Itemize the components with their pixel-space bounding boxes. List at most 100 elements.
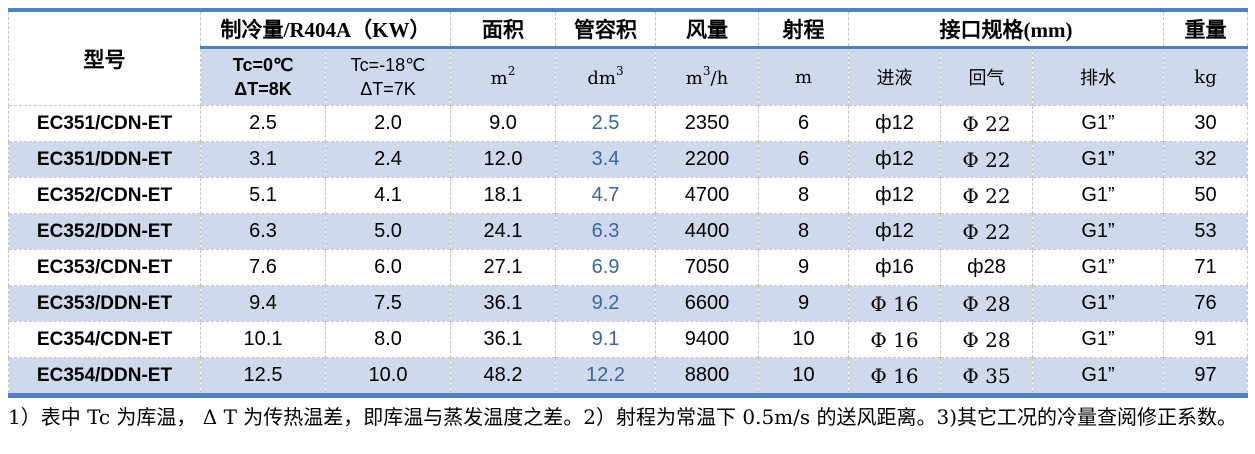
cell-liquid-in: Φ 16 xyxy=(848,285,941,322)
cell-area: 24.1 xyxy=(450,213,556,250)
header-row-2: Tc=0℃ ΔT=8K Tc=-18℃ ΔT=7K m2 dm3 m3/h m … xyxy=(9,46,1248,106)
table-row: EC353/DDN-ET 9.4 7.5 36.1 9.2 6600 9 Φ 1… xyxy=(8,285,1248,322)
cell-weight: 97 xyxy=(1163,357,1248,396)
cell-model: EC352/CDN-ET xyxy=(8,177,201,214)
cell-tube-volume: 6.3 xyxy=(555,213,656,250)
cell-model: EC352/DDN-ET xyxy=(8,213,201,250)
spec-table: 型号 制冷量/R404A（KW） 面积 管容积 风量 射程 接口规格(mm) 重… xyxy=(8,8,1249,398)
cell-gas-return: ф28 xyxy=(940,249,1033,286)
cell-model: EC351/DDN-ET xyxy=(8,141,201,178)
col-header-tube-volume: 管容积 xyxy=(555,10,656,48)
table-row: EC353/CDN-ET 7.6 6.0 27.1 6.9 7050 9 ф16… xyxy=(8,249,1248,286)
cell-tube-volume: 9.1 xyxy=(555,321,656,358)
cell-throw: 6 xyxy=(758,141,849,178)
col-header-throw: 射程 xyxy=(758,10,849,48)
cell-weight: 91 xyxy=(1163,321,1248,358)
cell-tube-volume: 9.2 xyxy=(555,285,656,322)
cell-airflow: 7050 xyxy=(655,249,759,286)
cell-capacity-tc0: 6.3 xyxy=(200,213,326,250)
cell-model: EC351/CDN-ET xyxy=(8,105,201,142)
cell-airflow: 4700 xyxy=(655,177,759,214)
tc18-delta: ΔT=7K xyxy=(360,79,416,99)
cell-liquid-in: ф16 xyxy=(848,249,941,286)
cell-airflow: 2200 xyxy=(655,141,759,178)
cell-capacity-tc0: 12.5 xyxy=(200,357,326,396)
cell-drain: G1” xyxy=(1031,249,1164,286)
subheader-tc18: Tc=-18℃ ΔT=7K xyxy=(325,46,451,106)
cell-liquid-in: Φ 16 xyxy=(848,321,941,358)
cell-throw: 8 xyxy=(758,213,849,250)
cell-capacity-tc18: 10.0 xyxy=(325,357,451,396)
cell-model: EC353/CDN-ET xyxy=(8,249,201,286)
cell-drain: G1” xyxy=(1031,177,1164,214)
cell-gas-return: Φ 22 xyxy=(940,141,1033,178)
cell-capacity-tc18: 8.0 xyxy=(325,321,451,358)
table-row: EC354/DDN-ET 12.5 10.0 48.2 12.2 8800 10… xyxy=(8,357,1248,396)
table-row: EC351/CDN-ET 2.5 2.0 9.0 2.5 2350 6 ф12 … xyxy=(8,105,1248,142)
cell-model: EC353/DDN-ET xyxy=(8,285,201,322)
cell-weight: 71 xyxy=(1163,249,1248,286)
cell-weight: 30 xyxy=(1163,105,1248,142)
cell-tube-volume: 6.9 xyxy=(555,249,656,286)
cell-drain: G1” xyxy=(1031,105,1164,142)
cell-capacity-tc18: 2.0 xyxy=(325,105,451,142)
cell-capacity-tc0: 7.6 xyxy=(200,249,326,286)
cell-capacity-tc0: 3.1 xyxy=(200,141,326,178)
cell-gas-return: Φ 28 xyxy=(940,285,1033,322)
table-row: EC352/DDN-ET 6.3 5.0 24.1 6.3 4400 8 ф12… xyxy=(8,213,1248,250)
tc0-delta: ΔT=8K xyxy=(234,79,292,99)
cell-weight: 76 xyxy=(1163,285,1248,322)
col-header-weight: 重量 xyxy=(1163,10,1248,48)
table-row: EC351/DDN-ET 3.1 2.4 12.0 3.4 2200 6 ф12… xyxy=(8,141,1248,178)
cell-throw: 6 xyxy=(758,105,849,142)
unit-area: m2 xyxy=(450,46,556,106)
footnotes: 1）表中 Tc 为库温， Δ T 为传热温差，即库温与蒸发温度之差。2）射程为常… xyxy=(8,405,1238,429)
cell-gas-return: Φ 22 xyxy=(940,213,1033,250)
table-body: EC351/CDN-ET 2.5 2.0 9.0 2.5 2350 6 ф12 … xyxy=(8,105,1248,396)
cell-throw: 10 xyxy=(758,357,849,396)
cell-capacity-tc18: 2.4 xyxy=(325,141,451,178)
cell-throw: 8 xyxy=(758,177,849,214)
cell-tube-volume: 12.2 xyxy=(555,357,656,396)
cell-airflow: 8800 xyxy=(655,357,759,396)
header-row-1: 型号 制冷量/R404A（KW） 面积 管容积 风量 射程 接口规格(mm) 重… xyxy=(8,10,1248,106)
cell-tube-volume: 4.7 xyxy=(555,177,656,214)
cell-weight: 53 xyxy=(1163,213,1248,250)
cell-capacity-tc18: 6.0 xyxy=(325,249,451,286)
unit-tube-volume: dm3 xyxy=(555,46,656,106)
cell-capacity-tc18: 5.0 xyxy=(325,213,451,250)
cell-airflow: 9400 xyxy=(655,321,759,358)
col-header-area: 面积 xyxy=(450,10,556,48)
cell-drain: G1” xyxy=(1031,213,1164,250)
cell-throw: 10 xyxy=(758,321,849,358)
cell-gas-return: Φ 22 xyxy=(940,105,1033,142)
col-header-airflow: 风量 xyxy=(655,10,759,48)
cell-area: 18.1 xyxy=(450,177,556,214)
subheader-liquid-in: 进液 xyxy=(848,46,941,106)
col-header-model: 型号 xyxy=(8,10,201,106)
cell-liquid-in: ф12 xyxy=(848,141,941,178)
cell-capacity-tc0: 9.4 xyxy=(200,285,326,322)
cell-tube-volume: 3.4 xyxy=(555,141,656,178)
cell-airflow: 2350 xyxy=(655,105,759,142)
cell-gas-return: Φ 35 xyxy=(940,357,1033,396)
cell-area: 12.0 xyxy=(450,141,556,178)
unit-weight: kg xyxy=(1163,46,1248,106)
cell-gas-return: Φ 28 xyxy=(940,321,1033,358)
cell-capacity-tc18: 7.5 xyxy=(325,285,451,322)
table-row: EC352/CDN-ET 5.1 4.1 18.1 4.7 4700 8 ф12… xyxy=(8,177,1248,214)
cell-drain: G1” xyxy=(1031,321,1164,358)
table-row: EC354/CDN-ET 10.1 8.0 36.1 9.1 9400 10 Φ… xyxy=(8,321,1248,358)
cell-capacity-tc0: 10.1 xyxy=(200,321,326,358)
cell-weight: 50 xyxy=(1163,177,1248,214)
cell-model: EC354/CDN-ET xyxy=(8,321,201,358)
cell-liquid-in: ф12 xyxy=(848,177,941,214)
unit-throw: m xyxy=(758,46,849,106)
cell-throw: 9 xyxy=(758,249,849,286)
cell-capacity-tc0: 2.5 xyxy=(200,105,326,142)
cell-area: 36.1 xyxy=(450,285,556,322)
tc0-condition: Tc=0℃ xyxy=(232,54,294,75)
spec-sheet: 型号 制冷量/R404A（KW） 面积 管容积 风量 射程 接口规格(mm) 重… xyxy=(8,8,1249,429)
subheader-drain: 排水 xyxy=(1031,46,1164,106)
cell-throw: 9 xyxy=(758,285,849,322)
